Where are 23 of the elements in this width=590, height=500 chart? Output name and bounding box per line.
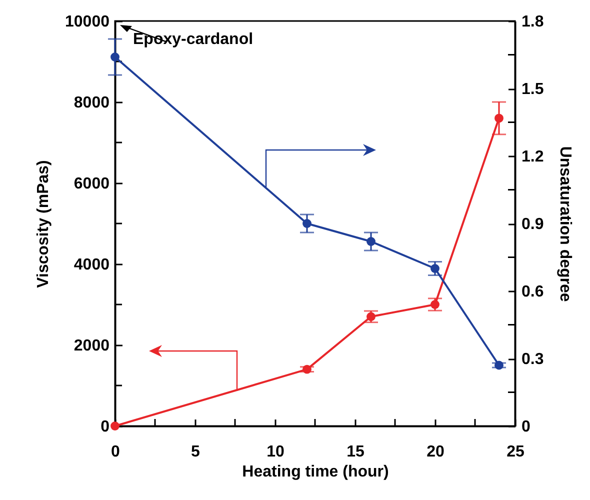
- y-tick-label: 2000: [74, 338, 110, 354]
- y2-tick-label: 0: [522, 418, 530, 436]
- y-axis-title: Viscosity (mPas): [35, 160, 52, 288]
- y-tick-label: 0: [100, 418, 110, 436]
- y2-tick-label: 0.6: [522, 284, 544, 300]
- x-tick-label: 0: [111, 444, 120, 460]
- y2-tick-label: 1.5: [522, 81, 544, 98]
- x-axis-title: Heating time (hour): [242, 464, 389, 480]
- y-tick-label: 10000: [65, 14, 110, 30]
- x-tick-label: 5: [191, 444, 200, 460]
- y-tick-label: 8000: [74, 94, 110, 112]
- x-tick-label: 15: [346, 444, 364, 460]
- y2-axis-title: Unsaturation degree: [556, 146, 574, 302]
- y2-tick-label: 1.2: [522, 148, 544, 166]
- y2-tick-label: 0.9: [522, 216, 544, 233]
- y-tick-label: 4000: [74, 256, 110, 274]
- x-tick-label: 20: [426, 444, 444, 460]
- y-tick-label: 6000: [74, 176, 110, 192]
- annotation: Epoxy-cardanol: [133, 31, 254, 49]
- y2-tick-label: 0.3: [522, 351, 544, 368]
- y2-tick-label: 1.8: [522, 14, 544, 30]
- x-tick-label: 25: [506, 444, 524, 460]
- x-tick-label: 10: [266, 444, 284, 460]
